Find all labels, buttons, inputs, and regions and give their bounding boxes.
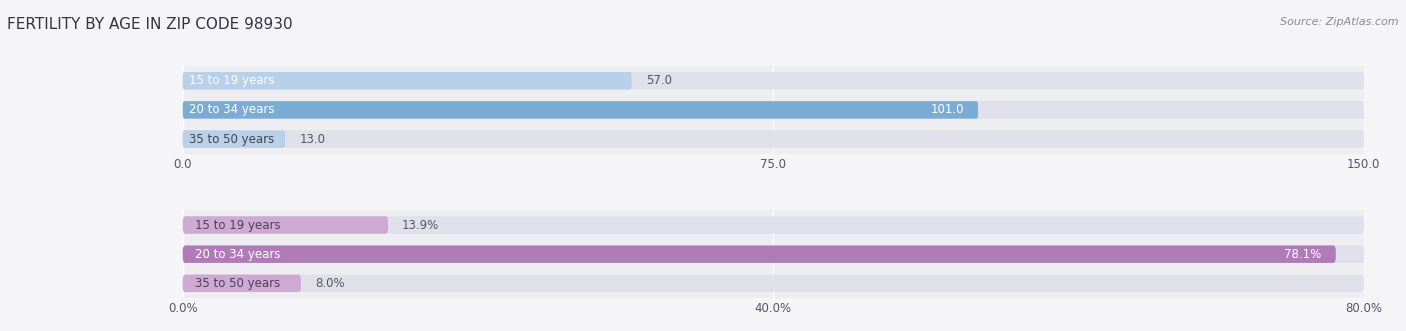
FancyBboxPatch shape (183, 72, 631, 89)
FancyBboxPatch shape (183, 246, 1336, 263)
FancyBboxPatch shape (183, 130, 1364, 148)
Text: 15 to 19 years: 15 to 19 years (194, 218, 280, 232)
FancyBboxPatch shape (183, 101, 979, 118)
FancyBboxPatch shape (183, 275, 1364, 292)
Text: 13.9%: 13.9% (402, 218, 440, 232)
Text: 35 to 50 years: 35 to 50 years (188, 132, 274, 146)
FancyBboxPatch shape (183, 130, 285, 148)
Text: 78.1%: 78.1% (1284, 248, 1322, 261)
FancyBboxPatch shape (183, 216, 1364, 234)
FancyBboxPatch shape (183, 101, 1364, 118)
Text: 13.0: 13.0 (299, 132, 325, 146)
Text: 15 to 19 years: 15 to 19 years (188, 74, 274, 87)
Text: 20 to 34 years: 20 to 34 years (188, 103, 274, 117)
FancyBboxPatch shape (183, 72, 1364, 89)
Text: FERTILITY BY AGE IN ZIP CODE 98930: FERTILITY BY AGE IN ZIP CODE 98930 (7, 17, 292, 31)
Text: 20 to 34 years: 20 to 34 years (194, 248, 280, 261)
Text: Source: ZipAtlas.com: Source: ZipAtlas.com (1281, 17, 1399, 26)
Text: 101.0: 101.0 (931, 103, 965, 117)
FancyBboxPatch shape (183, 275, 301, 292)
Text: 35 to 50 years: 35 to 50 years (194, 277, 280, 290)
FancyBboxPatch shape (183, 216, 388, 234)
Text: 57.0: 57.0 (645, 74, 672, 87)
FancyBboxPatch shape (183, 246, 1364, 263)
Text: 8.0%: 8.0% (315, 277, 344, 290)
